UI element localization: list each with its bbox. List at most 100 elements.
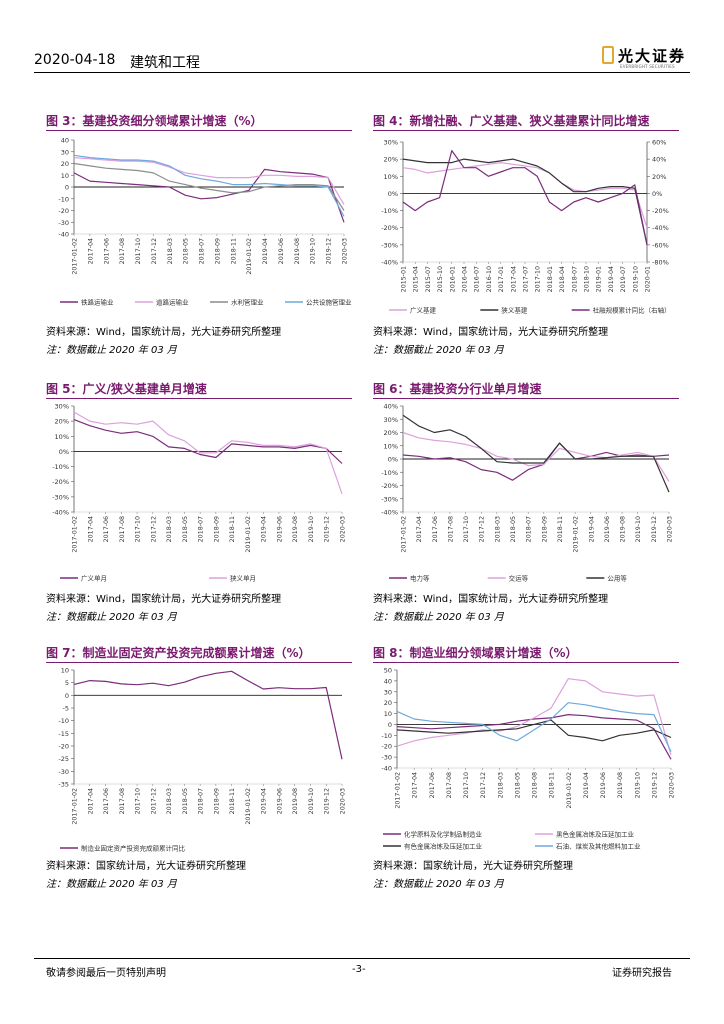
y-tick-label: 20% — [384, 156, 398, 164]
y-tick-label: -40% — [381, 259, 398, 267]
fig3-rule — [46, 130, 352, 131]
y-tick-label: 30 — [61, 148, 69, 156]
y-right-tick-label: 20% — [652, 173, 666, 181]
x-tick-label: 2016-01 — [449, 266, 456, 292]
x-tick-label: 2018-11 — [557, 516, 564, 542]
x-tick-label: 2019-04 — [588, 516, 595, 542]
x-tick-label: 2018-11 — [229, 788, 236, 814]
y-tick-label: -10 — [58, 717, 69, 725]
series-line-2 — [73, 157, 345, 205]
series-line-3 — [396, 719, 672, 742]
x-tick-label: 2017-04 — [510, 266, 517, 292]
x-tick-label: 2018-03 — [494, 516, 501, 542]
x-tick-label: 2017-06 — [432, 516, 439, 542]
fig7-chart: -35 -30 -25 -20 -15 -10 -5 0 5 10 2017-01-02 2017-0… — [58, 667, 346, 853]
y-tick-label: 40 — [61, 137, 69, 145]
x-tick-label: 2017-10 — [463, 772, 470, 798]
x-tick-label: 2018-03 — [167, 238, 174, 264]
x-tick-label: 2017-08 — [446, 772, 453, 798]
x-tick-label: 2017-10 — [535, 266, 542, 292]
x-tick-label: 2019-12 — [324, 516, 331, 542]
legend-label: 电力等 — [410, 574, 430, 583]
legend-label: 道路运输业 — [156, 298, 189, 307]
x-tick-label: 2017-04 — [87, 788, 94, 814]
y-right-tick-label: 0% — [652, 190, 662, 198]
y-right-tick-label: -80% — [652, 259, 669, 267]
y-tick-label: 10 — [384, 710, 392, 718]
page-number: -3- — [352, 964, 366, 975]
x-tick-label: 2019-04 — [583, 772, 590, 798]
x-tick-label: 2019-08 — [292, 516, 299, 542]
x-tick-label: 2018-07 — [198, 788, 205, 814]
logo-text: 光大证券 — [618, 47, 687, 65]
x-tick-label: 2020-03 — [340, 516, 347, 542]
x-tick-label: 2019-01-02 — [245, 788, 252, 825]
x-tick-label: 2017-01-02 — [72, 788, 79, 825]
fig5-chart: -40% -30% -20% -10% 0% 10% 20% 30% 2017-01-02 201… — [52, 403, 347, 583]
y-tick-label: -5 — [63, 705, 69, 713]
x-tick-label: 2018-07 — [571, 266, 578, 292]
x-tick-label: 2017-08 — [447, 516, 454, 542]
y-tick-label: 0 — [65, 184, 69, 192]
x-tick-label: 2017-10 — [135, 788, 142, 814]
y-tick-label: 20% — [55, 418, 69, 426]
logo-subtext: EVERBRIGHT SECURITIES — [620, 64, 675, 69]
fig6-note: 注：数据截止 2020 年 03 月 — [373, 612, 504, 623]
x-tick-label: 2016-07 — [474, 266, 481, 292]
x-tick-label: 2019-01-02 — [245, 516, 252, 553]
x-tick-label: 2018-09 — [214, 238, 221, 264]
fig6-rule — [373, 398, 679, 399]
fig6-chart: -40% -30% -20% -10% 0% 10% 20% 30% 40% 2017-01-02… — [381, 403, 673, 583]
y-tick-label: 30% — [55, 403, 69, 411]
header-rule — [34, 72, 690, 73]
x-tick-label: 2018-11 — [549, 772, 556, 798]
footer-rule — [34, 958, 690, 959]
legend-label: 制造业固定资产投资完成额累计同比 — [81, 844, 186, 853]
y-right-tick-label: -40% — [652, 224, 669, 232]
y-tick-label: 20 — [384, 699, 392, 707]
fig4-rule — [373, 130, 679, 131]
series-line-3 — [402, 414, 670, 493]
x-tick-label: 2019-04 — [262, 238, 269, 264]
x-tick-label: 2017-10 — [135, 516, 142, 542]
y-tick-label: 40 — [384, 677, 392, 685]
x-tick-label: 2018-05 — [514, 772, 521, 798]
x-tick-label: 2019-06 — [276, 788, 283, 814]
y-tick-label: -30% — [381, 241, 398, 249]
x-tick-label: 2017-08 — [119, 788, 126, 814]
legend-label: 社融规模累计同比（右轴） — [593, 306, 671, 315]
fig6-title: 图 6：基建投资分行业单月增速 — [373, 382, 542, 396]
y-tick-label: -20% — [381, 224, 398, 232]
x-tick-label: 2019-10 — [632, 266, 639, 292]
x-tick-label: 2019-01-02 — [566, 772, 573, 809]
x-tick-label: 2019-08 — [617, 772, 624, 798]
x-tick-label: 2019-12 — [324, 788, 331, 814]
x-tick-label: 2017-08 — [119, 238, 126, 264]
y-tick-label: 10 — [61, 667, 69, 675]
footer-disclaimer: 敬请参阅最后一页特别声明 — [46, 968, 166, 979]
y-right-tick-label: -20% — [652, 207, 669, 215]
fig8-chart: -40 -30 -20 -10 0 10 20 30 40 50 2017-01-02 2017-04… — [381, 667, 675, 851]
legend-label: 公共设施管理业 — [306, 298, 352, 307]
y-tick-label: 5 — [65, 679, 69, 687]
y-tick-label: 50 — [384, 667, 392, 675]
x-tick-label: 2017-12 — [151, 238, 158, 264]
x-tick-label: 2019-06 — [604, 516, 611, 542]
x-tick-label: 2017-12 — [150, 516, 157, 542]
x-tick-label: 2015-01 — [401, 266, 408, 292]
y-tick-label: -30% — [52, 493, 69, 501]
y-tick-label: 0% — [388, 190, 398, 198]
legend-label: 广义单月 — [81, 574, 107, 583]
fig3-title: 图 3：基建投资细分领域累计增速（%） — [46, 114, 263, 128]
series-line-2 — [73, 411, 343, 494]
y-tick-label: -10% — [381, 207, 398, 215]
x-tick-label: 2017-06 — [103, 788, 110, 814]
y-tick-label: 0% — [59, 448, 69, 456]
x-tick-label: 2018-05 — [182, 516, 189, 542]
x-tick-label: 2019-12 — [651, 516, 658, 542]
x-tick-label: 2015-04 — [413, 266, 420, 292]
fig7-rule — [46, 662, 352, 663]
x-tick-label: 2019-01-02 — [246, 238, 253, 275]
report-date: 2020-04-18 — [34, 52, 116, 68]
y-tick-label: -20 — [381, 743, 392, 751]
